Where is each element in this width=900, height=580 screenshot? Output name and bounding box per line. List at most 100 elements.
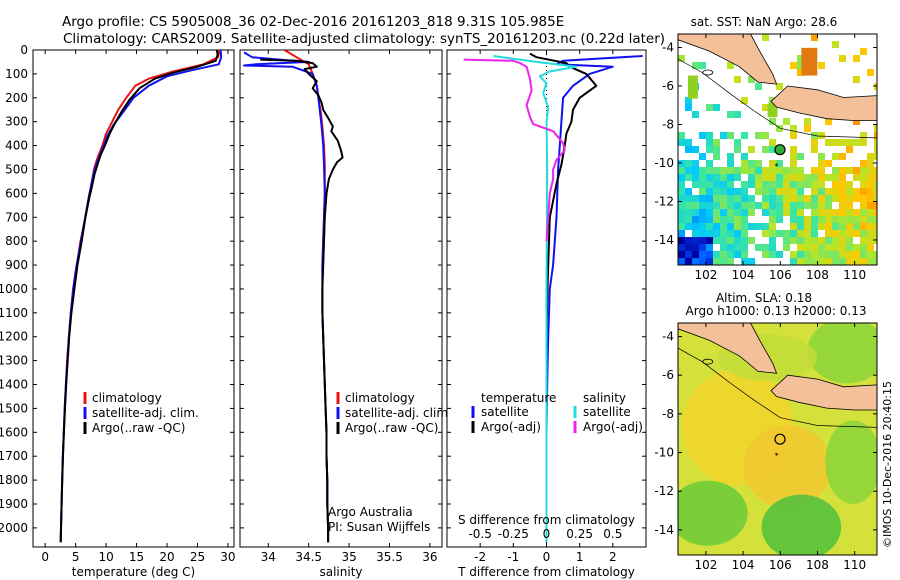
sst-cell [832,230,839,237]
sst-cell [804,258,811,265]
sst-cell [811,237,818,244]
sst-patch [801,47,818,76]
annotation-line-1: Argo Australia [328,505,413,519]
sst-cell [776,83,783,90]
sst-cell [727,230,734,237]
sst-cell [713,104,720,111]
sst-cell [685,174,692,181]
sst-cell [818,202,825,209]
sst-cell [860,181,867,188]
top-tick-label: -0.25 [498,527,529,541]
y-tick-label: -10 [654,446,674,460]
sst-cell [727,209,734,216]
sst-cell [853,195,860,202]
depth-tick-label: 500 [5,162,28,176]
sst-cell [748,174,755,181]
sst-cell [699,188,706,195]
sst-cell [776,209,783,216]
sst-cell [797,209,804,216]
sst-cell [825,139,832,146]
land-java [770,374,877,411]
sst-cell [769,251,776,258]
sst-cell [720,209,727,216]
sst-cell [685,160,692,167]
sst-cell [741,195,748,202]
sst-cell [783,209,790,216]
sst-cell [783,195,790,202]
sst-cell [727,251,734,258]
sst-cell [797,181,804,188]
sst-cell [783,244,790,251]
sst-cell [692,160,699,167]
x-tick-label: 104 [732,558,755,572]
sst-cell [685,237,692,244]
sst-cell [853,76,860,83]
sst-cell [699,258,706,265]
land-java [770,85,877,121]
sst-cell [818,167,825,174]
sst-cell [867,195,874,202]
sst-cell [762,174,769,181]
sst-cell [741,132,748,139]
imos-credit: ©IMOS 10-Dec-2016 20:40:15 [881,381,894,548]
sst-cell [832,167,839,174]
sst-cell [762,167,769,174]
legend-label: satellite-adj. clim. [345,406,452,420]
sst-cell [699,223,706,230]
sst-cell [776,230,783,237]
sst-cell [734,216,741,223]
sst-cell [825,244,832,251]
profile-panel-3: -2 -1 0 1 2T difference from climatology S di… [446,49,647,579]
series-group [243,50,344,543]
sst-cell [804,230,811,237]
sst-cell [755,181,762,188]
sst-cell [762,132,769,139]
sst-cell [776,167,783,174]
sst-cell [874,209,877,216]
series-s-satellite [493,55,578,543]
sst-cell [874,223,877,230]
sst-cell [811,139,818,146]
sst-cell [762,181,769,188]
sst-cell [727,111,734,118]
sst-cell [825,174,832,181]
sst-cell [867,160,874,167]
sst-cell [720,244,727,251]
sst-cell [860,132,867,139]
sst-cell [839,181,846,188]
sst-cell [713,223,720,230]
sst-cell [853,251,860,258]
sst-cell [706,146,713,153]
top-tick-label: -0.5 [468,527,491,541]
sst-cell [734,230,741,237]
sst-cell [804,125,811,132]
sst-cell [818,223,825,230]
sst-cell [818,181,825,188]
sst-cell [797,223,804,230]
series-s-argo-adj- [463,58,566,242]
sst-cell [832,216,839,223]
sst-cell [713,195,720,202]
map-field: * [678,323,877,555]
sst-cell [734,111,741,118]
sst-cell [797,188,804,195]
sst-cell [846,146,853,153]
sst-cell [706,223,713,230]
sst-cell [706,251,713,258]
sst-cell [790,188,797,195]
plot-frame [32,49,235,548]
sst-cell [685,216,692,223]
sst-cell [790,202,797,209]
sst-cell [699,167,706,174]
map-panel-5: * 102 104 106 108 110 -4 -6 -8 -10 -12 -14 Altim. SL… [654,291,878,572]
series-argo-raw-qc- [59,50,219,543]
sst-cell [839,153,846,160]
sst-cell [734,244,741,251]
sst-cell [818,216,825,223]
sst-cell [846,209,853,216]
sst-cell [804,251,811,258]
map-field: * [678,34,877,265]
sst-cell [720,174,727,181]
sst-cell [867,230,874,237]
sst-cell [846,223,853,230]
